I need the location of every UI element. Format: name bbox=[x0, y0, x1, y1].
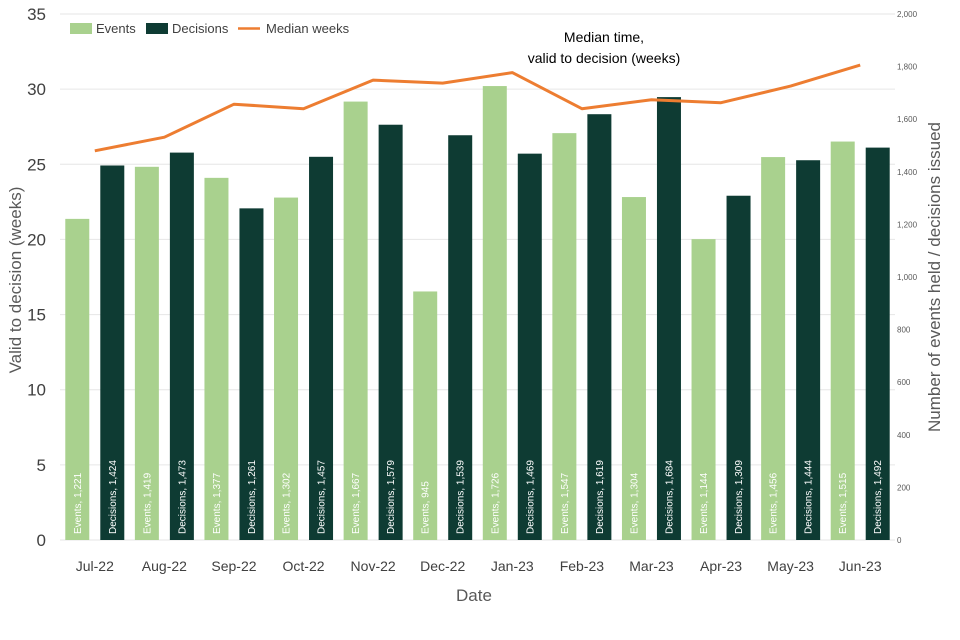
right-tick-label: 1,800 bbox=[897, 63, 918, 72]
decisions-data-label: Decisions, 1,309 bbox=[734, 460, 745, 534]
left-tick-label: 15 bbox=[27, 306, 46, 325]
right-tick-label: 200 bbox=[897, 483, 911, 492]
right-tick-label: 0 bbox=[897, 536, 902, 545]
decisions-bar bbox=[726, 195, 751, 540]
events-bar bbox=[621, 197, 646, 540]
decisions-data-label: Decisions, 1,444 bbox=[804, 460, 815, 534]
left-tick-label: 20 bbox=[27, 230, 46, 249]
x-tick-label: Mar-23 bbox=[629, 558, 674, 574]
x-tick-label: Apr-23 bbox=[700, 558, 742, 574]
x-axis-title: Date bbox=[456, 586, 492, 605]
right-tick-label: 1,200 bbox=[897, 220, 918, 229]
decisions-bar bbox=[239, 208, 264, 540]
events-data-label: Events, 1,419 bbox=[142, 472, 153, 534]
left-axis-title: Valid to decision (weeks) bbox=[6, 187, 25, 374]
left-tick-label: 30 bbox=[27, 80, 46, 99]
x-tick-label: Nov-22 bbox=[351, 558, 396, 574]
legend-swatch-decisions bbox=[146, 23, 168, 34]
events-data-label: Events, 1,456 bbox=[769, 472, 780, 534]
decisions-bar bbox=[169, 152, 194, 540]
legend: Events Decisions Median weeks bbox=[70, 21, 350, 36]
legend-label-events: Events bbox=[96, 21, 136, 36]
events-data-label: Events, 1,726 bbox=[490, 472, 501, 534]
right-tick-label: 2,000 bbox=[897, 10, 918, 19]
left-tick-label: 0 bbox=[37, 531, 46, 550]
decisions-bar bbox=[100, 165, 125, 540]
decisions-bar bbox=[796, 160, 821, 540]
decisions-bar bbox=[309, 156, 334, 540]
median-weeks-line bbox=[94, 63, 861, 153]
events-data-label: Events, 1,221 bbox=[73, 472, 84, 534]
x-tick-label: Feb-23 bbox=[560, 558, 605, 574]
median-line-layer bbox=[94, 63, 861, 153]
x-tick-label: Dec-22 bbox=[420, 558, 465, 574]
decisions-bar bbox=[587, 114, 612, 540]
events-data-label: Events, 945 bbox=[421, 481, 432, 534]
events-bar bbox=[343, 101, 368, 540]
decisions-bar bbox=[865, 147, 890, 540]
decisions-data-label: Decisions, 1,579 bbox=[386, 460, 397, 534]
bars-layer: Events, 1,221 Decisions, 1,424 Events, 1,4… bbox=[65, 86, 890, 541]
decisions-bar bbox=[448, 135, 473, 541]
left-tick-label: 10 bbox=[27, 381, 46, 400]
right-tick-label: 800 bbox=[897, 326, 911, 335]
x-tick-label: May-23 bbox=[767, 558, 814, 574]
legend-label-median: Median weeks bbox=[266, 21, 350, 36]
events-data-label: Events, 1,667 bbox=[351, 472, 362, 534]
chart-annotation: Median time, valid to decision (weeks) bbox=[528, 29, 681, 66]
right-tick-label: 1,400 bbox=[897, 168, 918, 177]
right-tick-label: 600 bbox=[897, 378, 911, 387]
left-tick-label: 35 bbox=[27, 5, 46, 24]
events-data-label: Events, 1,302 bbox=[282, 472, 293, 534]
decisions-data-label: Decisions, 1,424 bbox=[108, 460, 119, 534]
decisions-data-label: Decisions, 1,457 bbox=[317, 460, 328, 534]
events-data-label: Events, 1,304 bbox=[629, 472, 640, 534]
x-tick-label: Oct-22 bbox=[283, 558, 325, 574]
decisions-data-label: Decisions, 1,469 bbox=[525, 460, 536, 534]
events-data-label: Events, 1,515 bbox=[838, 472, 849, 534]
events-data-label: Events, 1,144 bbox=[699, 472, 710, 534]
decisions-data-label: Decisions, 1,619 bbox=[595, 460, 606, 534]
annotation-line-2: valid to decision (weeks) bbox=[528, 50, 681, 66]
x-tick-label: Jan-23 bbox=[491, 558, 534, 574]
right-axis-title: Number of events held / decisions issued bbox=[925, 122, 944, 432]
events-bar bbox=[830, 141, 855, 540]
x-tick-label: Sep-22 bbox=[211, 558, 256, 574]
gridlines bbox=[60, 13, 895, 541]
right-axis-ticks: 0 200 400 600 800 1,000 1,200 1,400 1,600 1,800 2,… bbox=[897, 10, 918, 545]
annotation-line-1: Median time, bbox=[564, 29, 644, 45]
x-tick-label: Jul-22 bbox=[76, 558, 114, 574]
decisions-data-label: Decisions, 1,473 bbox=[177, 460, 188, 534]
right-tick-label: 400 bbox=[897, 431, 911, 440]
x-tick-label: Jun-23 bbox=[839, 558, 882, 574]
decisions-bar bbox=[656, 97, 681, 540]
decisions-bar bbox=[517, 153, 542, 540]
right-tick-label: 1,000 bbox=[897, 273, 918, 282]
events-bar bbox=[552, 133, 577, 540]
events-bar bbox=[134, 166, 159, 541]
x-tick-label: Aug-22 bbox=[142, 558, 187, 574]
x-axis-ticks: Jul-22 Aug-22 Sep-22 Oct-22 Nov-22 Dec-22 Jan-… bbox=[76, 558, 882, 574]
events-bar bbox=[65, 218, 90, 540]
right-tick-label: 1,600 bbox=[897, 115, 918, 124]
events-data-label: Events, 1,377 bbox=[212, 472, 223, 534]
decisions-data-label: Decisions, 1,684 bbox=[664, 460, 675, 534]
events-bar bbox=[691, 239, 716, 541]
left-tick-label: 5 bbox=[37, 456, 46, 475]
events-bar bbox=[204, 177, 229, 540]
events-bar bbox=[482, 86, 507, 540]
decisions-data-label: Decisions, 1,539 bbox=[456, 460, 467, 534]
decisions-data-label: Decisions, 1,492 bbox=[873, 460, 884, 534]
events-data-label: Events, 1,547 bbox=[560, 472, 571, 534]
decisions-bar bbox=[378, 124, 403, 541]
left-tick-label: 25 bbox=[27, 155, 46, 174]
legend-label-decisions: Decisions bbox=[172, 21, 229, 36]
events-bar bbox=[274, 197, 299, 540]
left-axis-ticks: 0 5 10 15 20 25 30 35 bbox=[27, 5, 46, 550]
events-bar bbox=[761, 157, 786, 540]
legend-swatch-events bbox=[70, 23, 92, 34]
decisions-data-label: Decisions, 1,261 bbox=[247, 460, 258, 534]
events-bar bbox=[413, 291, 438, 540]
